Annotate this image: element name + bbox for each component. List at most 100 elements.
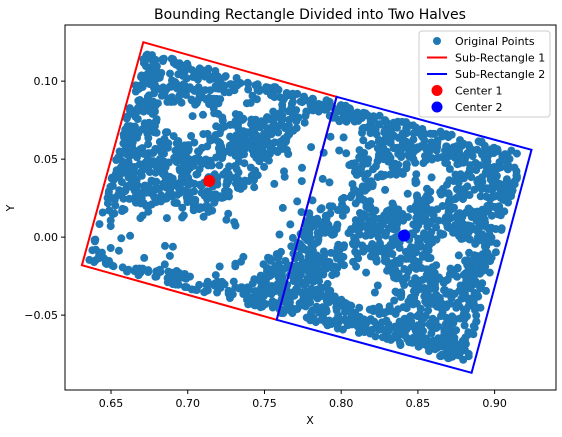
scatter-point	[234, 142, 243, 151]
scatter-point	[397, 329, 406, 338]
scatter-point	[416, 304, 425, 313]
legend-label-rect2: Sub-Rectangle 2	[455, 68, 545, 81]
scatter-point	[117, 164, 126, 173]
scatter-point	[355, 303, 364, 312]
scatter-point	[187, 132, 196, 140]
scatter-point	[338, 211, 347, 220]
scatter-point	[494, 204, 503, 213]
scatter-point	[225, 145, 234, 154]
scatter-point	[121, 139, 130, 148]
scatter-point	[168, 76, 176, 85]
scatter-point	[510, 163, 519, 172]
scatter-point	[237, 257, 245, 266]
scatter-point	[176, 273, 185, 282]
scatter-point	[252, 131, 261, 140]
scatter-point	[278, 104, 287, 113]
scatter-point	[470, 185, 479, 194]
scatter-point	[326, 132, 335, 141]
scatter-point	[242, 99, 251, 108]
scatter-point	[106, 216, 115, 225]
scatter-point	[125, 194, 134, 203]
scatter-point	[301, 111, 310, 120]
scatter-point	[464, 330, 473, 339]
scatter-point	[483, 255, 492, 264]
scatter-point	[245, 286, 254, 295]
scatter-point	[325, 202, 334, 211]
scatter-point	[419, 313, 428, 322]
scatter-point	[316, 221, 325, 230]
scatter-point	[452, 303, 461, 312]
scatter-point	[459, 355, 468, 364]
scatter-point	[322, 96, 331, 105]
plot-frame	[64, 24, 557, 391]
scatter-point	[186, 272, 194, 281]
scatter-point	[355, 146, 364, 155]
scatter-point	[118, 263, 127, 272]
scatter-point	[234, 168, 243, 177]
scatter-point	[298, 163, 306, 172]
scatter-point	[210, 95, 219, 104]
scatter-point	[215, 262, 224, 271]
scatter-point	[472, 317, 481, 326]
scatter-point	[202, 201, 211, 210]
scatter-point	[353, 108, 362, 117]
scatter-point	[437, 312, 445, 321]
scatter-point	[240, 150, 248, 159]
scatter-point	[230, 218, 239, 227]
scatter-point	[322, 307, 331, 316]
scatter-point	[309, 277, 318, 285]
scatter-point	[373, 224, 382, 233]
scatter-point	[426, 266, 435, 275]
scatter-point	[195, 90, 204, 99]
scatter-point	[401, 254, 410, 263]
scatter-point	[259, 300, 268, 309]
scatter-point	[181, 142, 190, 151]
scatter-point	[374, 305, 383, 314]
scatter-point	[428, 129, 437, 138]
scatter-point	[139, 107, 148, 116]
scatter-point	[287, 242, 296, 251]
scatter-point	[478, 279, 487, 288]
scatter-point	[162, 214, 171, 223]
scatter-point	[149, 57, 158, 66]
scatter-point	[443, 180, 451, 189]
scatter-point	[184, 179, 192, 188]
legend: Original Points Sub-Rectangle 1 Sub-Rectan…	[418, 30, 551, 118]
scatter-point	[386, 223, 395, 232]
scatter-point	[224, 187, 233, 196]
scatter-point	[310, 268, 319, 277]
scatter-point	[421, 152, 429, 160]
scatter-point	[412, 123, 420, 132]
scatter-point	[213, 277, 222, 286]
scatter-point	[103, 199, 112, 208]
scatter-point	[449, 270, 458, 279]
scatter-point	[388, 307, 396, 316]
scatter-point	[168, 242, 177, 251]
scatter-point	[142, 181, 150, 190]
scatter-point	[414, 321, 422, 330]
scatter-point	[450, 337, 459, 346]
scatter-point	[117, 234, 126, 243]
y-tick-label: 0.05	[34, 153, 59, 166]
scatter-point	[462, 278, 471, 287]
scatter-point	[297, 208, 306, 217]
scatter-point	[433, 205, 442, 214]
scatter-point	[173, 84, 181, 93]
centers	[203, 174, 411, 242]
legend-label-center2: Center 2	[455, 101, 503, 114]
scatter-point	[361, 222, 370, 231]
scatter-point	[114, 173, 123, 182]
scatter-point	[98, 208, 107, 217]
scatter-point	[420, 136, 429, 145]
scatter-point	[288, 233, 297, 242]
scatter-point	[211, 67, 220, 75]
scatter-point	[126, 181, 135, 190]
scatter-point	[428, 155, 436, 164]
scatter-point	[290, 291, 299, 300]
scatter-point	[407, 322, 416, 331]
scatter-point	[170, 57, 179, 66]
scatter-point	[446, 288, 455, 297]
scatter-point	[193, 97, 202, 105]
scatter-point	[300, 118, 309, 127]
y-tick-label: −0.05	[24, 309, 58, 322]
